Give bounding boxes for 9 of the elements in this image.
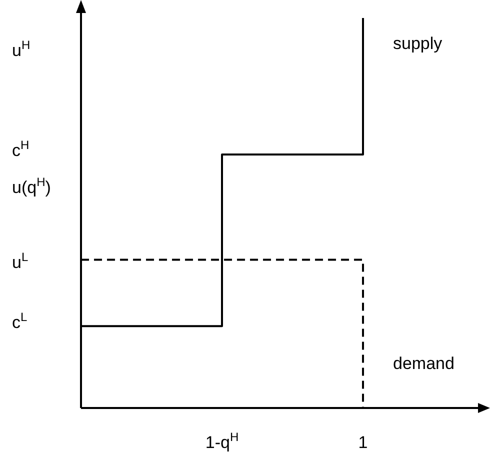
series-label: demand xyxy=(393,354,454,373)
x-tick-label: 1-q$^{H}$ xyxy=(205,430,239,452)
text: u(q$^{H}$) xyxy=(12,174,51,197)
text: c$^{L}$ xyxy=(12,310,28,332)
x-tick-label: 1 xyxy=(358,433,368,452)
text: c$^{H}$ xyxy=(12,138,30,160)
text: u$^{H}$ xyxy=(12,38,30,60)
series-label: supply xyxy=(393,34,443,53)
text: u$^{L}$ xyxy=(12,250,28,272)
